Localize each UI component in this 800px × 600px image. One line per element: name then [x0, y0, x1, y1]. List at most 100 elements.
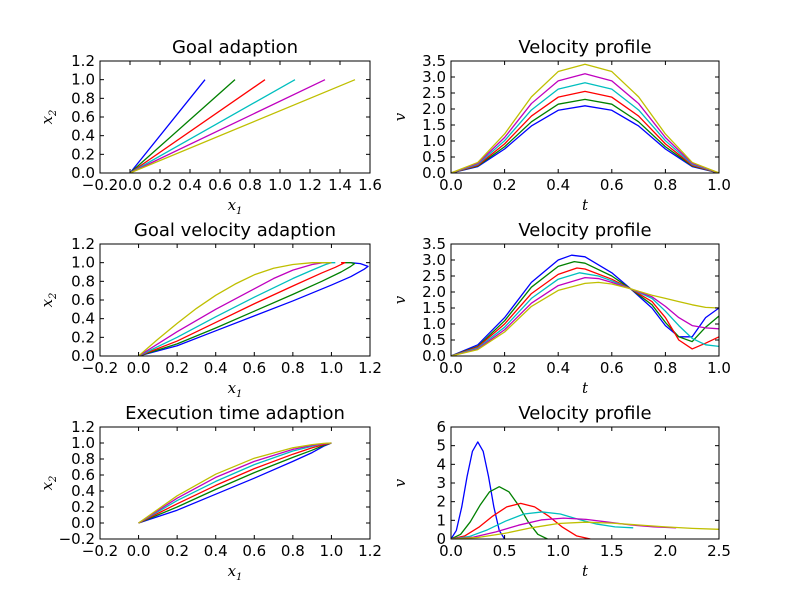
- series-line-1: [451, 254, 719, 356]
- x-tick-label: 2.0: [653, 542, 677, 560]
- series-line-1: [138, 262, 369, 356]
- x-tick-label: 0.0: [127, 359, 151, 377]
- x-tick-label: 0.8: [238, 176, 262, 194]
- series-line-3: [451, 267, 719, 356]
- x-tick-label: 0.2: [493, 359, 517, 377]
- y-axis-label: x2: [38, 293, 59, 308]
- series-line-4: [451, 82, 719, 173]
- x-tick-label: 0.8: [653, 359, 677, 377]
- y-tick-label: 0.2: [71, 328, 95, 346]
- axes-frame: [99, 426, 371, 540]
- chart-title: Goal velocity adaption: [134, 220, 336, 241]
- y-tick-label: 4: [436, 455, 446, 473]
- y-tick-label: 6: [436, 418, 446, 436]
- x-tick-label: 0.2: [148, 176, 172, 194]
- x-tick-label: 0.6: [208, 176, 232, 194]
- x-tick-label: 0.4: [204, 542, 228, 560]
- chart-title: Velocity profile: [518, 220, 651, 241]
- x-tick-label: −0.2: [82, 359, 118, 377]
- series-line-3: [451, 502, 591, 539]
- chart-title: Goal adaption: [172, 37, 298, 58]
- x-tick-label: −0.2: [82, 176, 118, 194]
- x-tick-label: 0.4: [204, 359, 228, 377]
- x-tick-label: −0.2: [82, 542, 118, 560]
- y-tick-label: 0.4: [71, 127, 95, 145]
- y-tick-label: 3.5: [422, 235, 446, 253]
- y-axis-label: x2: [38, 476, 59, 491]
- x-axis-label: t: [582, 196, 589, 214]
- x-tick-label: 0.4: [546, 359, 570, 377]
- y-tick-label: 2: [436, 493, 446, 511]
- x-tick-label: 1.0: [319, 542, 343, 560]
- subplot-3: −0.2 0.0 0.2 0.4 0.6 0.8 1.0 1.20.00.20.40.60.8…: [38, 220, 382, 400]
- x-tick-label: 1.2: [358, 359, 382, 377]
- x-axis-label: t: [582, 379, 589, 397]
- series-line-1: [138, 442, 332, 524]
- x-tick-label: 1.5: [600, 542, 624, 560]
- x-axis-label: x1: [228, 196, 243, 217]
- y-tick-label: 0.6: [71, 108, 95, 126]
- series-line-5: [129, 79, 326, 173]
- series-line-4: [129, 79, 296, 173]
- x-tick-label: 0.6: [242, 359, 266, 377]
- y-tick-label: 0.5: [422, 148, 446, 166]
- y-tick-label: 0: [436, 530, 446, 548]
- x-tick-label: 0.0: [439, 176, 463, 194]
- axes-frame: [99, 243, 371, 357]
- x-tick-label: 0.6: [242, 542, 266, 560]
- series-line-2: [451, 486, 548, 539]
- y-tick-label: 2.0: [422, 100, 446, 118]
- x-tick-label: 0.2: [493, 176, 517, 194]
- x-axis-label: x1: [228, 562, 243, 583]
- y-tick-label: 0.6: [71, 291, 95, 309]
- x-tick-label: 0.2: [165, 359, 189, 377]
- y-axis-label: v: [391, 478, 409, 487]
- y-tick-label: 0.2: [71, 145, 95, 163]
- x-tick-label: 1.2: [298, 176, 322, 194]
- chart-title: Velocity profile: [518, 37, 651, 58]
- series-line-2: [451, 260, 719, 356]
- x-tick-label: 0.0: [118, 176, 142, 194]
- y-tick-label: 0.4: [71, 310, 95, 328]
- x-tick-label: 1.6: [358, 176, 382, 194]
- y-tick-label: 1.2: [71, 52, 95, 70]
- x-tick-label: 0.8: [281, 542, 305, 560]
- y-tick-label: 2.0: [422, 283, 446, 301]
- series-line-3: [129, 79, 266, 173]
- y-tick-label: 1.0: [422, 315, 446, 333]
- y-tick-label: 1.0: [422, 132, 446, 150]
- y-tick-label: 1: [436, 511, 446, 529]
- x-axis-label: t: [582, 562, 589, 580]
- y-tick-label: 0.0: [71, 164, 95, 182]
- series-line-6: [138, 442, 332, 524]
- y-tick-label: 0.0: [422, 164, 446, 182]
- y-tick-label: 0.8: [71, 89, 95, 107]
- series-line-3: [451, 90, 719, 173]
- series-line-6: [451, 281, 719, 356]
- subplot-4: 0.0 0.2 0.4 0.6 0.8 1.00.00.51.01.52.02.53.03…: [391, 220, 731, 397]
- x-tick-label: 0.0: [127, 542, 151, 560]
- x-tick-label: 1.0: [546, 542, 570, 560]
- chart-title: Execution time adaption: [125, 403, 345, 424]
- series-line-2: [451, 98, 719, 173]
- series-line-1: [451, 441, 506, 539]
- x-tick-label: 1.0: [319, 359, 343, 377]
- series-line-1: [451, 105, 719, 173]
- y-tick-label: 1.0: [71, 434, 95, 452]
- series-line-6: [129, 79, 356, 173]
- x-tick-label: 0.8: [281, 359, 305, 377]
- series-line-3: [138, 442, 332, 524]
- x-tick-label: 2.5: [707, 542, 731, 560]
- series-line-4: [138, 262, 336, 356]
- x-tick-label: 0.6: [600, 176, 624, 194]
- x-tick-label: 0.4: [546, 176, 570, 194]
- y-axis-label: v: [391, 112, 409, 121]
- series-line-6: [451, 63, 719, 173]
- subplot-5: −0.2 0.0 0.2 0.4 0.6 0.8 1.0 1.2−0.20.00.20.40.…: [38, 403, 382, 583]
- x-tick-label: 1.0: [707, 359, 731, 377]
- x-tick-label: 0.2: [165, 542, 189, 560]
- axes-frame: [450, 60, 720, 174]
- series-line-2: [138, 262, 356, 356]
- series-line-2: [138, 442, 332, 524]
- y-tick-label: 0.8: [71, 450, 95, 468]
